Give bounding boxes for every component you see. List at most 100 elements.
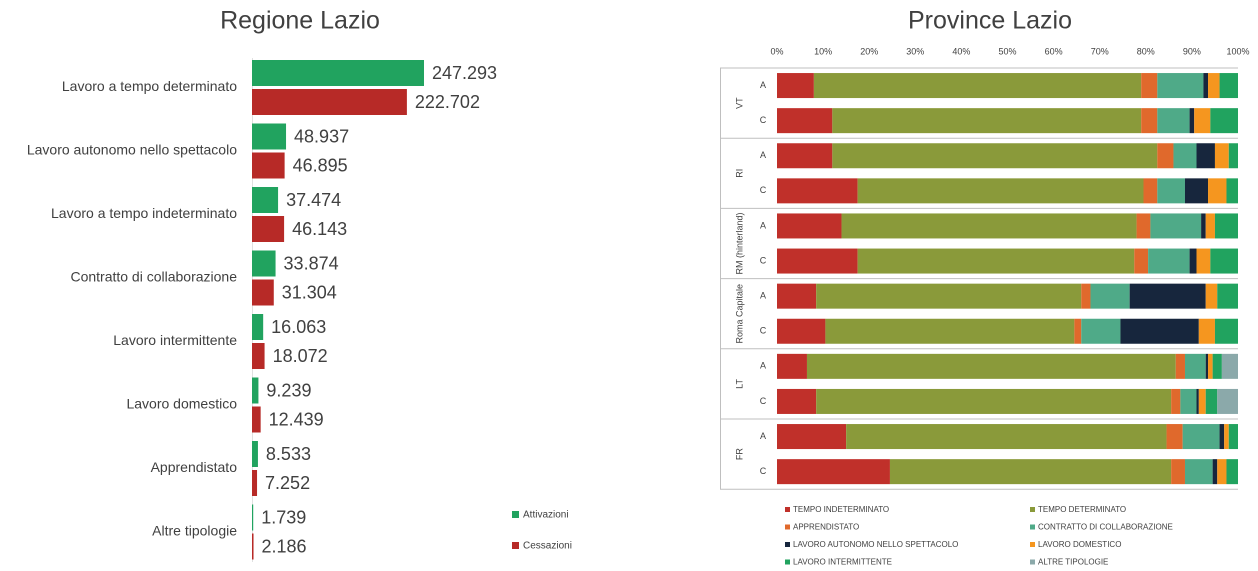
bar-segment xyxy=(777,353,807,379)
value-label: 48.937 xyxy=(294,126,349,146)
bar-segment xyxy=(816,388,1172,414)
bar xyxy=(252,250,276,277)
value-label: 33.874 xyxy=(284,253,339,273)
row-label: A xyxy=(760,80,766,90)
value-label: 37.474 xyxy=(286,190,341,210)
bar-segment xyxy=(1226,178,1238,204)
bar-segment xyxy=(1136,213,1151,239)
bar-segment xyxy=(777,318,826,344)
category-label: Altre tipologie xyxy=(152,523,237,539)
bar-segment xyxy=(1198,318,1215,344)
bar-segment xyxy=(1217,459,1227,485)
bar-segment xyxy=(1184,459,1213,485)
legend-swatch xyxy=(1030,524,1035,530)
group-label: FR xyxy=(734,448,744,460)
x-tick-label: 50% xyxy=(998,46,1016,56)
bar-segment xyxy=(1214,318,1238,344)
legend-label: LAVORO AUTONOMO NELLO SPETTACOLO xyxy=(793,540,958,549)
value-label: 16.063 xyxy=(271,317,326,337)
bar xyxy=(252,504,254,531)
bar-segment xyxy=(777,424,847,450)
legend-swatch xyxy=(512,542,519,549)
bar-segment xyxy=(1210,108,1238,134)
x-tick-label: 40% xyxy=(952,46,970,56)
bar-segment xyxy=(1184,353,1206,379)
group-label: VT xyxy=(734,97,744,109)
bar-segment xyxy=(1205,213,1215,239)
value-label: 1.739 xyxy=(261,507,306,527)
bar-segment xyxy=(777,248,858,274)
bar-segment xyxy=(889,459,1172,485)
bar xyxy=(252,123,287,150)
bar-segment xyxy=(1196,248,1211,274)
bar-segment xyxy=(1205,353,1209,379)
value-label: 18.072 xyxy=(273,346,328,366)
chart-title: Regione Lazio xyxy=(220,7,380,35)
row-label: A xyxy=(760,220,766,230)
bar-segment xyxy=(806,353,1176,379)
bar xyxy=(252,470,258,496)
category-label: Lavoro autonomo nello spettacolo xyxy=(27,142,237,158)
row-label: C xyxy=(760,396,767,406)
bar-segment xyxy=(1120,318,1199,344)
bar-segment xyxy=(1182,424,1220,450)
bar-segment xyxy=(813,73,1142,99)
bar xyxy=(252,533,254,560)
row-label: C xyxy=(760,326,767,336)
bar-segment xyxy=(1221,353,1238,379)
bar-segment xyxy=(816,283,1082,309)
bar-segment xyxy=(777,73,814,99)
value-label: 2.186 xyxy=(262,536,307,556)
bar-segment xyxy=(1214,143,1229,169)
bar-segment xyxy=(1173,143,1197,169)
bar xyxy=(252,279,274,306)
legend-label: LAVORO INTERMITTENTE xyxy=(793,558,892,567)
bar-segment xyxy=(1141,73,1158,99)
bar-segment xyxy=(841,213,1137,239)
bar-segment xyxy=(777,459,890,485)
bar-segment xyxy=(1214,213,1238,239)
bar-segment xyxy=(1201,213,1206,239)
bar-segment xyxy=(1166,424,1183,450)
bar-segment xyxy=(1134,248,1149,274)
bar-segment xyxy=(1217,283,1238,309)
x-tick-label: 0% xyxy=(770,46,783,56)
bar-segment xyxy=(1196,388,1199,414)
bar-segment xyxy=(1224,424,1229,450)
legend-swatch xyxy=(1030,507,1035,512)
bar-segment xyxy=(777,108,833,134)
legend-label: ALTRE TIPOLOGIE xyxy=(1038,558,1108,567)
x-tick-label: 60% xyxy=(1045,46,1063,56)
x-tick-label: 70% xyxy=(1091,46,1109,56)
bar-segment xyxy=(1205,388,1218,414)
bar-segment xyxy=(1203,73,1209,99)
group-label: LT xyxy=(734,378,744,388)
bar xyxy=(252,406,261,433)
bar-segment xyxy=(777,178,858,204)
legend-swatch xyxy=(785,559,790,565)
bar-segment xyxy=(1081,283,1091,309)
row-label: C xyxy=(760,115,767,125)
bar-segment xyxy=(832,108,1142,134)
bar xyxy=(252,89,407,115)
bar-segment xyxy=(1081,318,1121,344)
bar-segment xyxy=(1171,388,1181,414)
value-label: 46.895 xyxy=(293,155,348,175)
category-label: Lavoro a tempo determinato xyxy=(62,78,237,94)
bar-segment xyxy=(1226,459,1238,485)
group-label: RI xyxy=(734,169,744,178)
bar-segment xyxy=(832,143,1158,169)
value-label: 8.533 xyxy=(266,444,311,464)
legend-swatch xyxy=(512,511,519,518)
value-label: 9.239 xyxy=(266,380,311,400)
bar-segment xyxy=(1143,178,1158,204)
bar-segment xyxy=(1189,108,1195,134)
legend-swatch xyxy=(785,507,790,512)
bar-segment xyxy=(1180,388,1197,414)
bar-segment xyxy=(1171,459,1185,485)
bar-segment xyxy=(1219,424,1225,450)
legend-label: TEMPO DETERMINATO xyxy=(1038,505,1126,514)
chart-title: Province Lazio xyxy=(908,7,1072,35)
value-label: 31.304 xyxy=(282,282,337,302)
